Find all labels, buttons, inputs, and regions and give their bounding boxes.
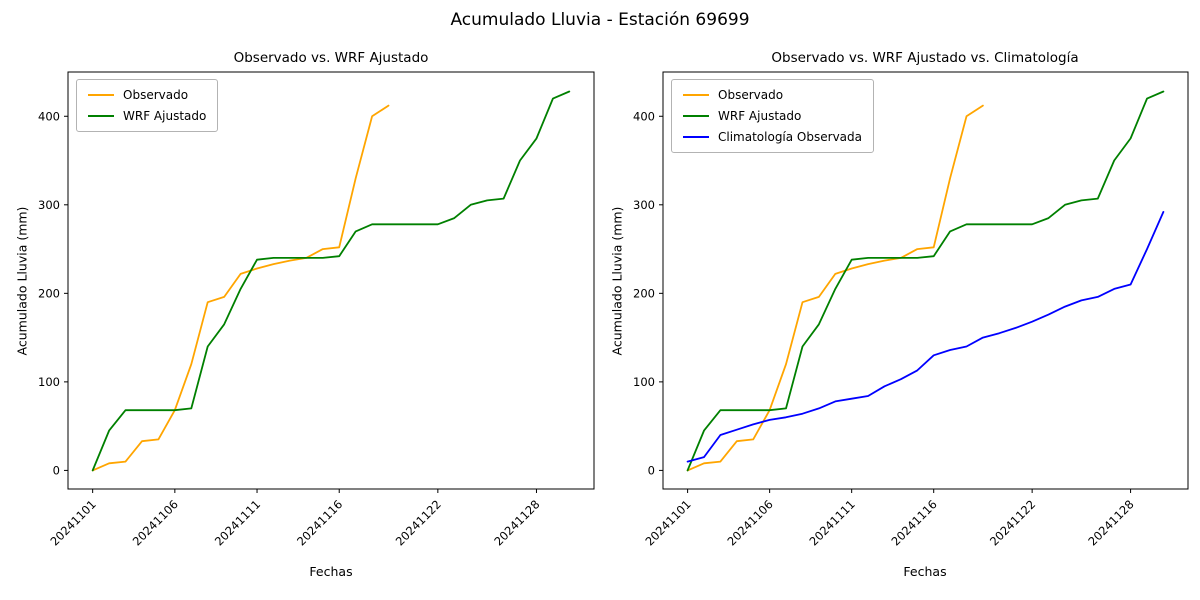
legend-label: WRF Ajustado: [123, 109, 207, 123]
legend-label: Observado: [123, 88, 189, 102]
legend-line-wrf: [88, 115, 114, 117]
subplot-title-left: Observado vs. WRF Ajustado: [233, 50, 429, 66]
x-tick-label: 20241106: [130, 497, 181, 548]
y-tick-label: 200: [633, 286, 655, 300]
legend-right: Observado WRF Ajustado Climatología Obse…: [671, 79, 874, 153]
series-line-climatolog-a-observada: [686, 210, 1165, 463]
series-line-wrf-ajustado: [686, 90, 1165, 472]
subplot-title-right: Observado vs. WRF Ajustado vs. Climatolo…: [771, 50, 1079, 66]
x-tick-label: 20241122: [987, 497, 1038, 548]
series-line-observado: [91, 104, 390, 472]
legend-item: Observado: [683, 88, 862, 102]
legend-label: Observado: [718, 88, 784, 102]
legend-line-observado: [683, 94, 709, 96]
series-line-observado: [686, 104, 984, 472]
legend-line-climatologia: [683, 136, 709, 138]
legend-item: WRF Ajustado: [88, 109, 206, 123]
y-tick-label: 300: [633, 198, 655, 212]
x-axis-label-left: Fechas: [309, 564, 353, 579]
legend-label: WRF Ajustado: [718, 109, 802, 123]
plot-border: [67, 71, 595, 490]
x-tick-label: 20241116: [889, 497, 940, 548]
x-tick-label: 20241116: [294, 497, 345, 548]
y-tick-label: 100: [38, 375, 60, 389]
legend-item: Observado: [88, 88, 206, 102]
legend-item: Climatología Observada: [683, 130, 862, 144]
x-axis-label-right: Fechas: [903, 564, 947, 579]
legend-label: Climatología Observada: [718, 130, 862, 144]
y-tick-label: 400: [38, 109, 60, 123]
x-tick-label: 20241122: [393, 497, 444, 548]
legend-line-wrf: [683, 115, 709, 117]
plot-border: [662, 71, 1189, 490]
x-tick-label: 20241111: [806, 497, 857, 548]
y-tick-label: 0: [53, 463, 60, 477]
y-tick-label: 300: [38, 198, 60, 212]
figure-title: Acumulado Lluvia - Estación 69699: [450, 10, 750, 30]
x-tick-label: 20241128: [1085, 497, 1136, 548]
legend-item: WRF Ajustado: [683, 109, 862, 123]
legend-line-observado: [88, 94, 114, 96]
left-chart-canvas: 0 100 200 300 400 20241101 20241106 20241111 202…: [38, 71, 595, 549]
y-tick-label: 200: [38, 286, 60, 300]
y-axis-label-left: Acumulado Lluvia (mm): [14, 206, 30, 356]
y-tick-label: 400: [633, 109, 655, 123]
x-tick-label: 20241101: [47, 497, 98, 548]
y-tick-label: 0: [648, 463, 655, 477]
x-tick-label: 20241106: [724, 497, 775, 548]
y-axis-label-right: Acumulado Lluvia (mm): [609, 206, 625, 356]
y-tick-label: 100: [633, 375, 655, 389]
x-tick-label: 20241128: [491, 497, 542, 548]
x-tick-label: 20241101: [642, 497, 693, 548]
x-tick-label: 20241111: [212, 497, 263, 548]
legend-left: Observado WRF Ajustado: [76, 79, 219, 132]
right-chart-canvas: 0 100 200 300 400 20241101 20241106 20241111 202…: [633, 71, 1189, 549]
series-line-wrf-ajustado: [91, 90, 571, 472]
